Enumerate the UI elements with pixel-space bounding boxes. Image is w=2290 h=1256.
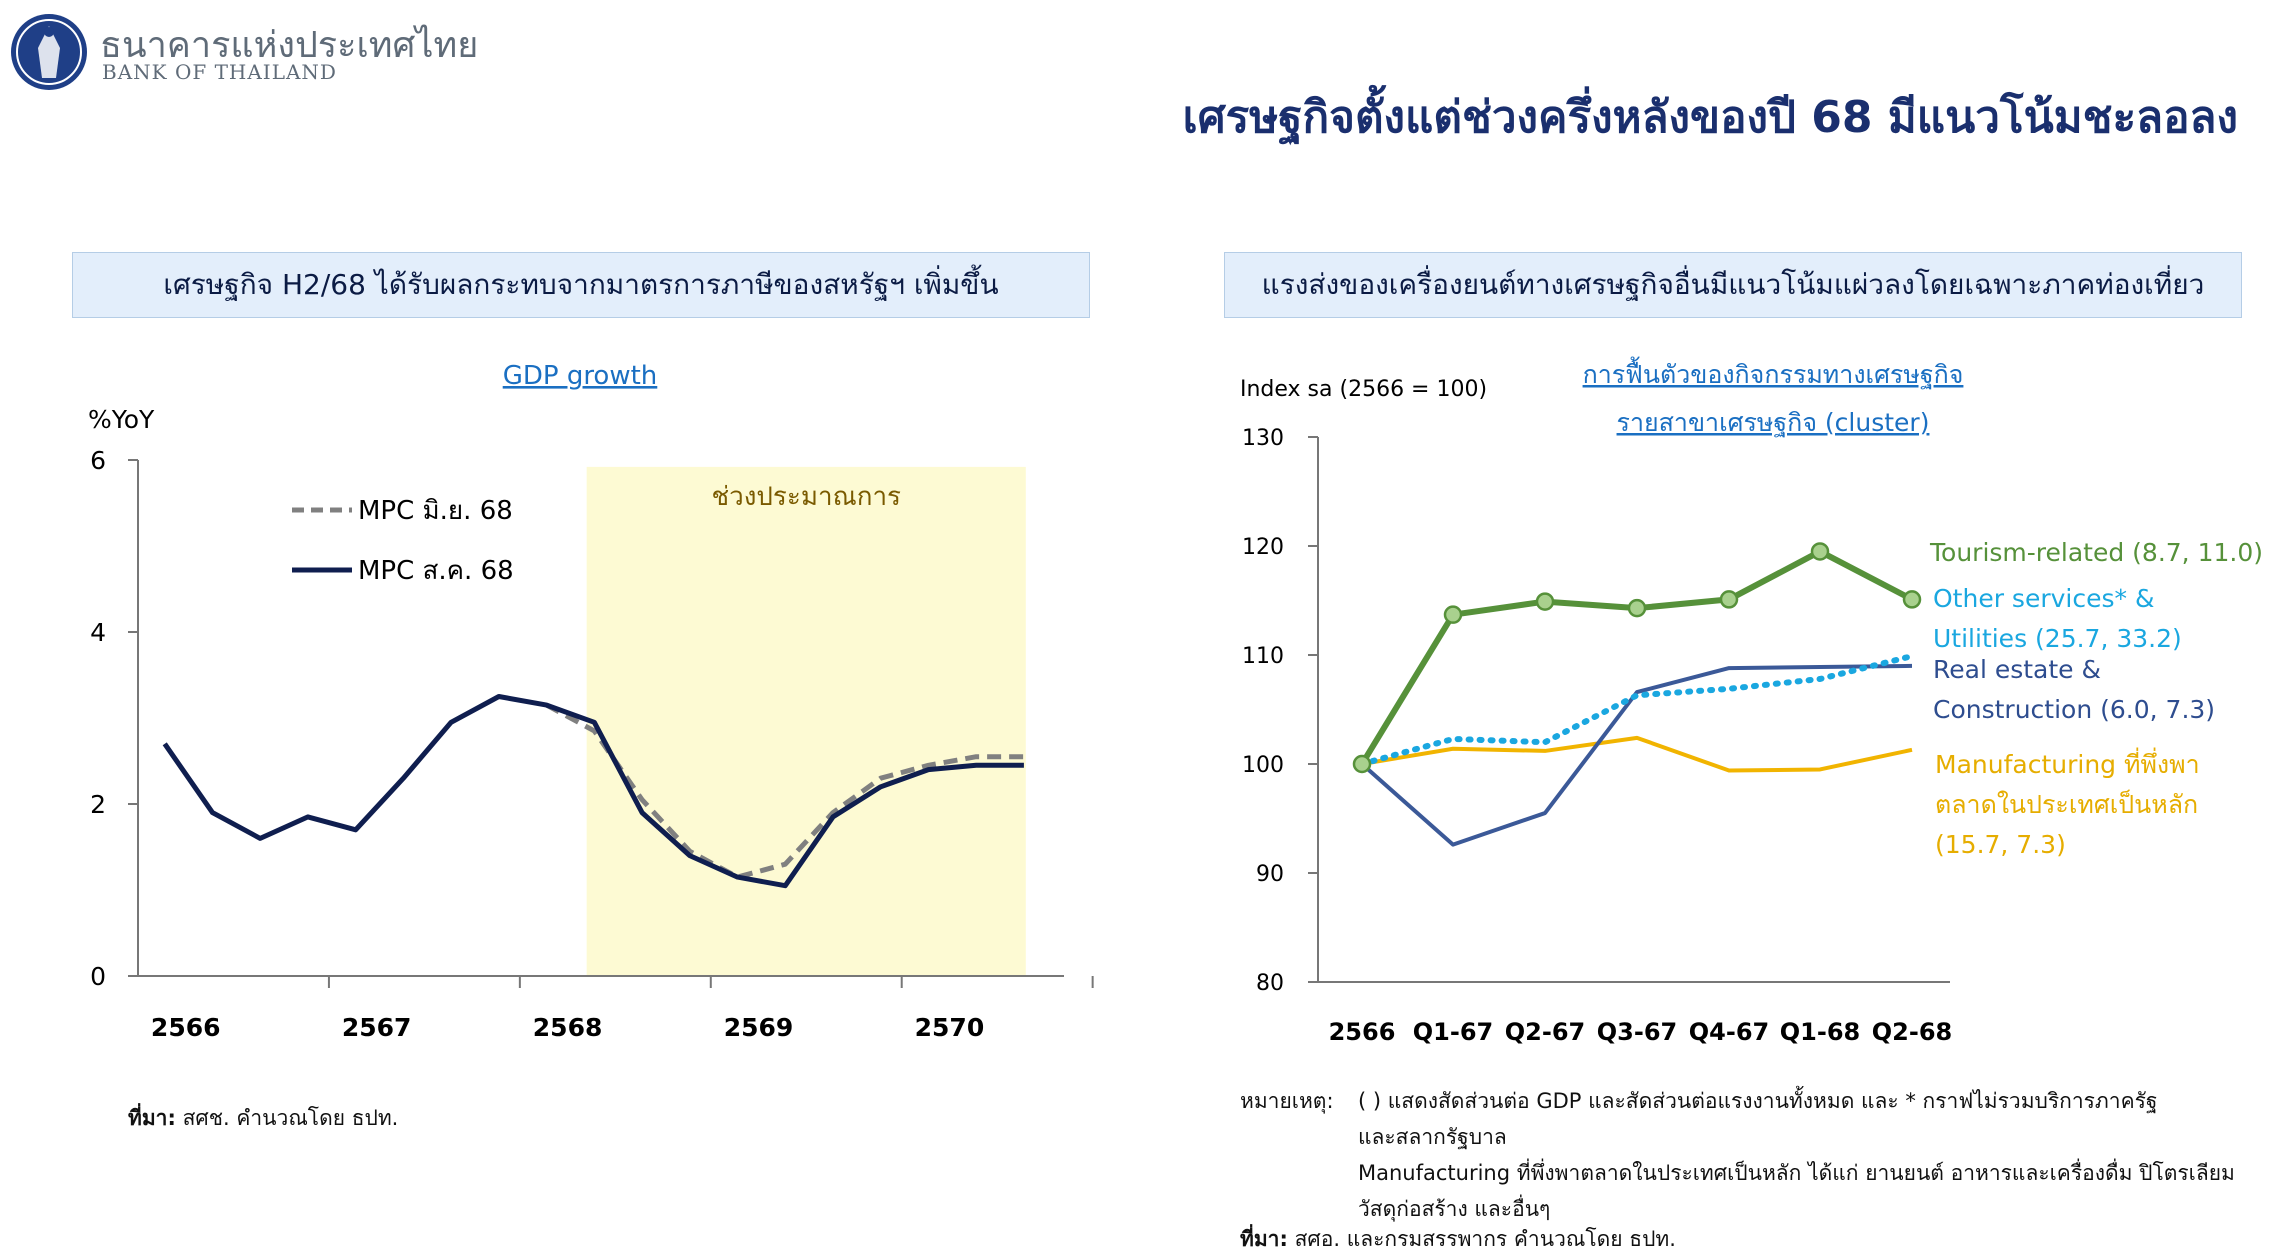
gdp-y-tick-label: 0 — [90, 962, 106, 991]
gdp-legend: MPC มิ.ย. 68 MPC ส.ค. 68 — [292, 496, 514, 586]
gdp-x-tick-label: 2566 — [151, 1013, 221, 1042]
sector-axes: 80 90 100 110 120 130 2566 Q1-67 Q2-67 Q3-67 Q4-67… — [1242, 426, 1952, 1046]
left-source-label: ที่มา: — [128, 1106, 176, 1130]
gdp-x-tick-label: 2570 — [915, 1013, 985, 1042]
sector-x-tick-label: Q2-67 — [1505, 1018, 1585, 1046]
sector-y-tick-label: 100 — [1242, 753, 1284, 778]
sector-x-tick-label: Q1-68 — [1780, 1018, 1860, 1046]
legend-label-mpc-aug: MPC ส.ค. 68 — [358, 556, 514, 586]
sector-x-tick-label: Q3-67 — [1597, 1018, 1677, 1046]
sector-x-tick-label: 2566 — [1329, 1018, 1396, 1046]
sector-series-line-manufacturing — [1361, 735, 1913, 773]
sector-chart-subtitle[interactable]: รายสาขาเศรษฐกิจ (cluster) — [1617, 408, 1930, 437]
sector-y-tick-label: 110 — [1242, 644, 1284, 669]
sector-chart-title[interactable]: การฟื้นตัวของกิจกรรมทางเศรษฐกิจ — [1583, 356, 1964, 389]
sector-marker-tourism — [1443, 605, 1463, 624]
forecast-shaded-region — [586, 466, 1026, 976]
right-source-label: ที่มา: — [1240, 1227, 1288, 1251]
sector-marker-tourism — [1719, 590, 1739, 609]
gdp-chart-title[interactable]: GDP growth — [503, 361, 658, 391]
page-title: เศรษฐกิจตั้งแต่ช่วงครึ่งหลังของปี 68 มีแ… — [1182, 92, 2238, 143]
gdp-y-tick-label: 2 — [90, 790, 106, 819]
gdp-series-line-mpc-jun — [545, 702, 1024, 880]
sector-y-tick-label: 90 — [1256, 862, 1284, 887]
right-note-label: หมายเหตุ: — [1240, 1089, 1334, 1113]
sector-marker-tourism — [1352, 754, 1372, 774]
series-label-tourism: Tourism-related (8.7, 11.0) — [1929, 538, 2263, 567]
left-panel-header: เศรษฐกิจ H2/68 ได้รับผลกระทบจากมาตรการภา… — [72, 252, 1090, 318]
gdp-x-tick-label: 2568 — [533, 1013, 603, 1042]
sector-x-tick-label: Q2-68 — [1872, 1018, 1952, 1046]
right-source-text: สศอ. และกรมสรรพากร คำนวณโดย ธปท. — [1294, 1227, 1676, 1251]
sector-marker-tourism — [1902, 590, 1922, 609]
series-label-manufacturing: (15.7, 7.3) — [1935, 830, 2066, 859]
gdp-growth-chart: ช่วงประมาณการ GDP growth %YoY 0 2 4 6 2566 25… — [88, 361, 1094, 1042]
gdp-series-lines — [162, 694, 1024, 889]
sector-x-tick-label: Q1-67 — [1413, 1018, 1493, 1046]
sector-y-tick-label: 120 — [1242, 535, 1284, 560]
series-label-services: Other services* & — [1933, 584, 2154, 613]
gdp-y-axis-label: %YoY — [88, 405, 155, 434]
right-note-line1: ( ) แสดงสัดส่วนต่อ GDP และสัดส่วนต่อแรงง… — [1358, 1089, 2158, 1113]
sector-y-tick-label: 80 — [1256, 971, 1284, 996]
series-label-manufacturing: ตลาดในประเทศเป็นหลัก — [1935, 789, 2198, 819]
bank-name-english: BANK OF THAILAND — [102, 60, 337, 84]
sector-series-lines — [1352, 542, 1922, 847]
gdp-x-tick-label: 2569 — [724, 1013, 794, 1042]
gdp-y-tick-label: 4 — [90, 618, 106, 647]
sector-series-line-tourism — [1359, 548, 1914, 766]
gdp-x-tick-label: 2567 — [342, 1013, 412, 1042]
sector-x-tick-label: Q4-67 — [1689, 1018, 1769, 1046]
sector-series-line-services — [1359, 653, 1915, 767]
sector-y-axis-label: Index sa (2566 = 100) — [1240, 377, 1487, 402]
right-source-note: ที่มา: สศอ. และกรมสรรพากร คำนวณโดย ธปท. — [1240, 1223, 1676, 1256]
legend-label-mpc-jun: MPC มิ.ย. 68 — [358, 496, 513, 526]
right-panel-header: แรงส่งของเครื่องยนต์ทางเศรษฐกิจอื่นมีแนว… — [1224, 252, 2242, 318]
gdp-axes: 0 2 4 6 2566 2567 2568 2569 2570 — [90, 446, 1094, 1042]
gdp-series-line-mpc-aug — [162, 694, 1024, 889]
series-label-services: Utilities (25.7, 33.2) — [1933, 624, 2182, 653]
bank-logo-emblem — [11, 14, 87, 90]
sector-marker-tourism — [1535, 592, 1555, 611]
forecast-region-label: ช่วงประมาณการ — [711, 482, 901, 512]
series-label-manufacturing: Manufacturing ที่พึ่งพา — [1935, 747, 2200, 779]
left-source-note: ที่มา: สศช. คำนวณโดย ธปท. — [128, 1102, 398, 1135]
left-source-text: สศช. คำนวณโดย ธปท. — [182, 1106, 399, 1130]
sector-marker-tourism — [1810, 542, 1830, 561]
sector-marker-tourism — [1627, 598, 1647, 618]
right-note-line4: วัสดุก่อสร้าง และอื่นๆ — [1358, 1197, 1551, 1221]
sector-y-tick-label: 130 — [1242, 426, 1284, 451]
right-note-line3: Manufacturing ที่พึ่งพาตลาดในประเทศเป็นห… — [1358, 1161, 2235, 1185]
gdp-y-tick-label: 6 — [90, 446, 106, 475]
bank-name-thai: ธนาคารแห่งประเทศไทย — [100, 25, 479, 66]
series-label-realestate: Real estate & — [1933, 655, 2101, 684]
sector-series-labels: Tourism-related (8.7, 11.0) Other service… — [1929, 538, 2263, 859]
sector-recovery-chart: การฟื้นตัวของกิจกรรมทางเศรษฐกิจ รายสาขาเ… — [1240, 356, 2263, 1046]
sector-series-line-realestate — [1360, 663, 1913, 847]
series-label-realestate: Construction (6.0, 7.3) — [1933, 695, 2215, 724]
right-note-line2: และสลากรัฐบาล — [1358, 1125, 1507, 1149]
